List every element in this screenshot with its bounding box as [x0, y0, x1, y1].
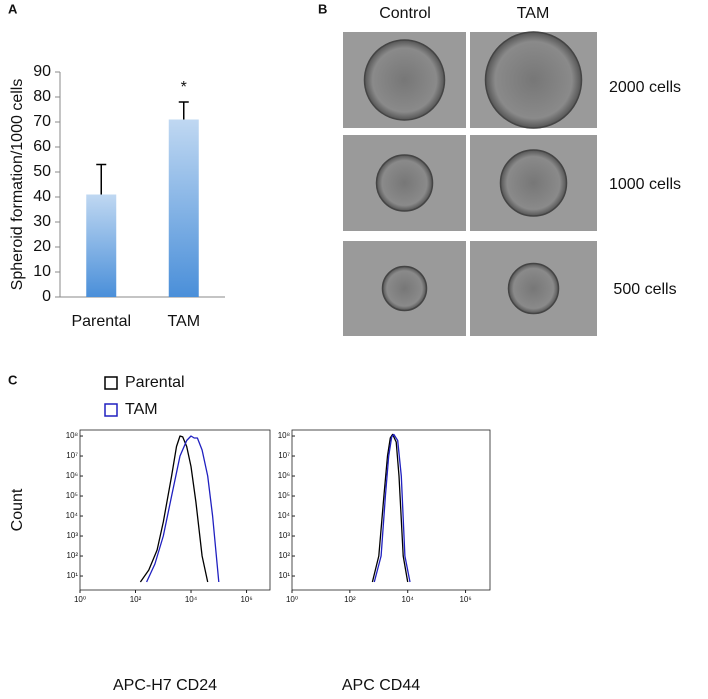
y-tick-label: 30 — [33, 213, 51, 230]
y-tick-label: 10⁶ — [66, 471, 78, 480]
spheroid — [363, 39, 446, 121]
y-tick-label: 10² — [278, 551, 290, 560]
y-tick-label: 10⁴ — [278, 511, 291, 520]
histogram-line — [139, 435, 209, 583]
y-tick-label: 0 — [42, 288, 51, 305]
error-bar — [96, 163, 107, 195]
y-tick-label: 10² — [66, 551, 78, 560]
y-tick-label: 10⁷ — [278, 451, 290, 460]
significance-mark: * — [181, 79, 187, 96]
y-tick-label: 20 — [33, 238, 51, 255]
spheroid — [381, 265, 428, 312]
error-bar — [178, 101, 189, 120]
legend-label: Parental — [125, 374, 185, 391]
y-tick-label: 10³ — [66, 531, 78, 540]
legend-label: TAM — [125, 401, 158, 418]
y-tick-label: 70 — [33, 113, 51, 130]
plot-frame — [79, 429, 271, 591]
x-tick-label: TAM — [167, 313, 200, 330]
y-axis-label: Spheroid formation/1000 cells — [9, 79, 26, 291]
y-tick-label: 50 — [33, 163, 51, 180]
x-tick-label: 10⁴ — [402, 595, 415, 604]
y-tick-label: 90 — [33, 63, 51, 80]
y-tick-label: 40 — [33, 188, 51, 205]
x-tick-label: 10⁶ — [240, 595, 252, 604]
spheroid — [499, 149, 568, 217]
histogram-line — [373, 433, 411, 583]
y-tick-label: 10⁵ — [278, 491, 290, 500]
y-tick-label: 10¹ — [278, 571, 290, 580]
x-axis-label: APC-H7 CD24 — [113, 677, 217, 694]
x-tick-label: 10⁴ — [185, 595, 198, 604]
spheroid — [375, 154, 434, 212]
panel-label: C — [8, 372, 18, 387]
x-tick-label: 10⁶ — [459, 595, 471, 604]
y-tick-label: 60 — [33, 138, 51, 155]
x-tick-label: 10² — [130, 595, 142, 604]
row-label: 1000 cells — [609, 176, 681, 193]
column-label: TAM — [517, 5, 550, 22]
panel-label: A — [8, 1, 18, 16]
histogram-line — [146, 435, 220, 583]
panel-label: B — [318, 1, 327, 16]
bar — [168, 119, 199, 297]
y-tick-label: 10⁸ — [278, 431, 290, 440]
y-tick-label: 10⁴ — [66, 511, 79, 520]
y-tick-label: 10⁸ — [66, 431, 78, 440]
y-tick-label: 10 — [33, 263, 51, 280]
micrographs — [343, 31, 597, 336]
y-tick-label: 10³ — [278, 531, 290, 540]
row-label: 500 cells — [613, 281, 676, 298]
x-tick-label: Parental — [71, 313, 131, 330]
plot-frame — [291, 429, 491, 591]
y-axis-label: Count — [9, 488, 26, 531]
column-label: Control — [379, 5, 431, 22]
bar — [86, 194, 117, 297]
row-label: 2000 cells — [609, 79, 681, 96]
y-tick-label: 10⁷ — [66, 451, 78, 460]
y-tick-label: 10⁵ — [66, 491, 78, 500]
x-tick-label: 10⁰ — [74, 595, 86, 604]
legend-swatch — [104, 376, 118, 390]
spheroid — [484, 31, 583, 129]
x-tick-label: 10² — [344, 595, 356, 604]
legend-swatch — [104, 403, 118, 417]
x-tick-label: 10⁰ — [286, 595, 298, 604]
x-axis-label: APC CD44 — [342, 677, 420, 694]
spheroid — [507, 262, 560, 315]
y-tick-label: 80 — [33, 88, 51, 105]
y-tick-label: 10¹ — [66, 571, 78, 580]
y-tick-label: 10⁶ — [278, 471, 290, 480]
